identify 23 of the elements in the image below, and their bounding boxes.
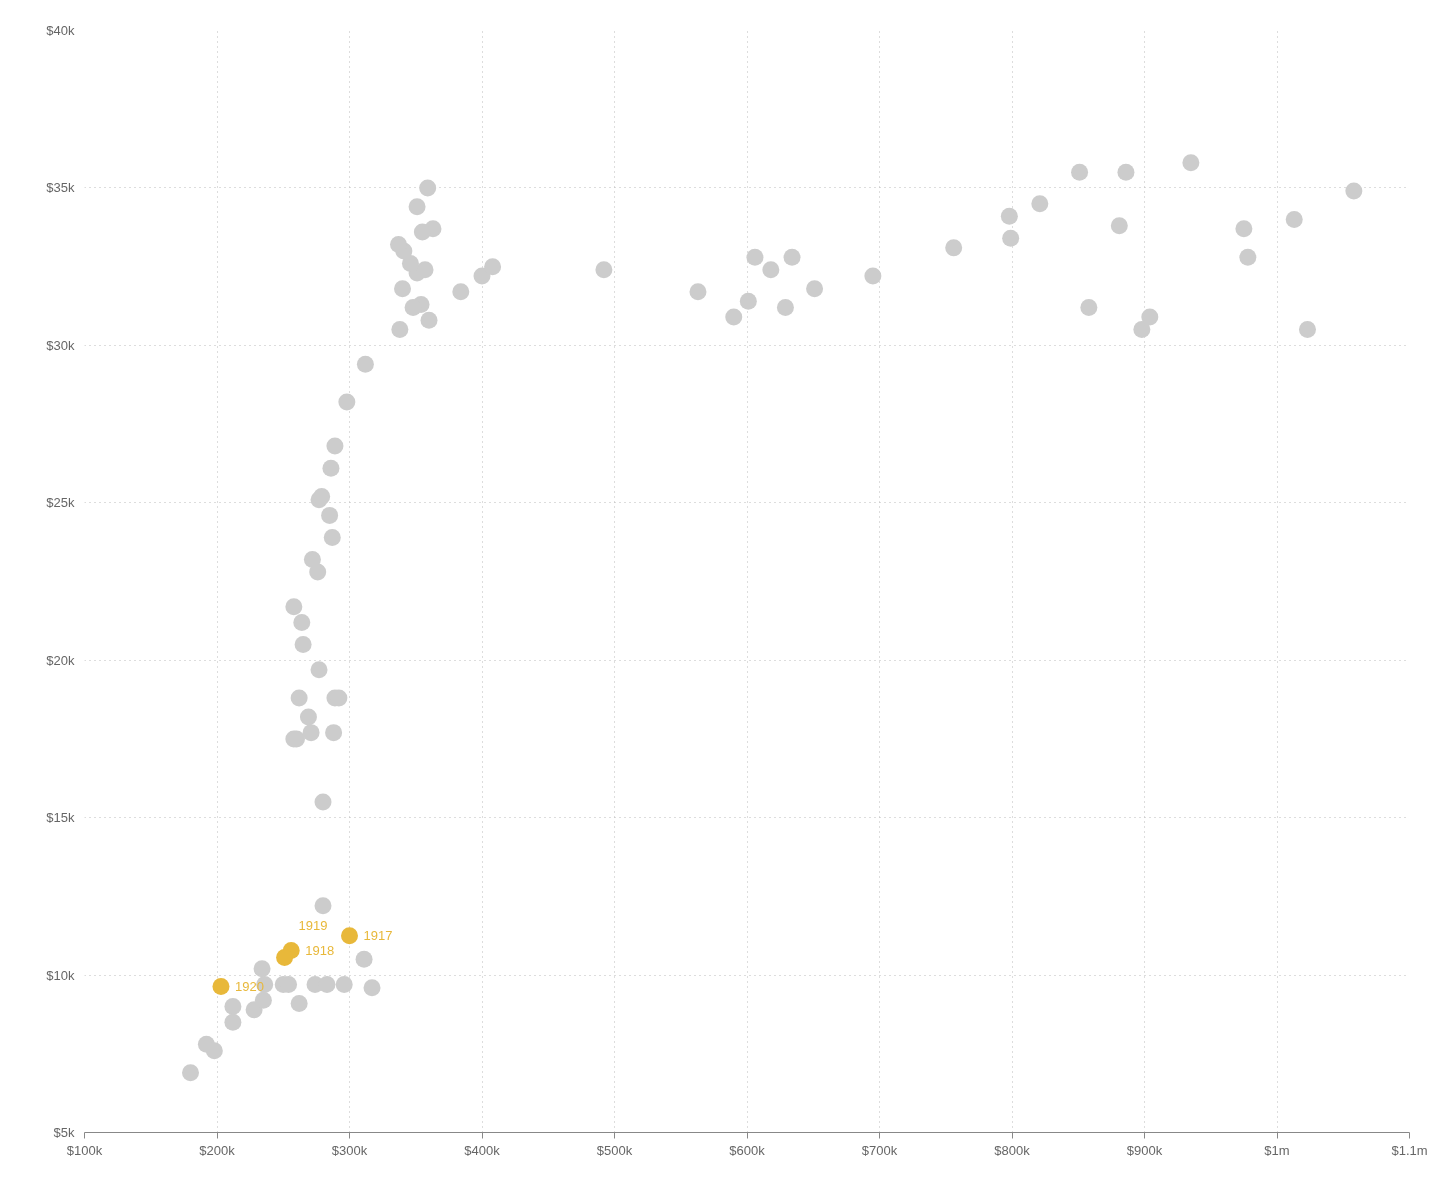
y-tick-label: $5k <box>53 1125 75 1140</box>
y-tick-label: $20k <box>46 652 75 668</box>
annotation: 1920 <box>234 978 264 994</box>
x-tick-label: $500k <box>596 1142 633 1158</box>
x-tick-label: $1.1m <box>1391 1142 1428 1158</box>
x-tick-label: $200k <box>199 1142 236 1158</box>
y-tick-label: $15k <box>46 810 75 826</box>
y-tick-label: $40k <box>46 23 75 38</box>
x-tick-label: $400k <box>464 1142 501 1158</box>
x-tick-label: $800k <box>994 1142 1031 1158</box>
x-tick-label: $600k <box>729 1142 766 1158</box>
x-tick-label: $1m <box>1264 1142 1290 1158</box>
y-tick-label: $25k <box>46 495 75 511</box>
y-tick-label: $10k <box>46 967 75 983</box>
x-tick-label: $100k <box>66 1142 103 1158</box>
y-tick-label: $30k <box>46 337 75 353</box>
x-tick-label: $300k <box>331 1142 368 1158</box>
annotation: 1918 <box>305 943 335 959</box>
annotation: 1919 <box>298 917 328 933</box>
x-tick-label: $700k <box>861 1142 898 1158</box>
y-tick-label: $35k <box>46 180 75 196</box>
annotation: 1917 <box>363 928 393 944</box>
x-tick-label: $900k <box>1126 1142 1163 1158</box>
